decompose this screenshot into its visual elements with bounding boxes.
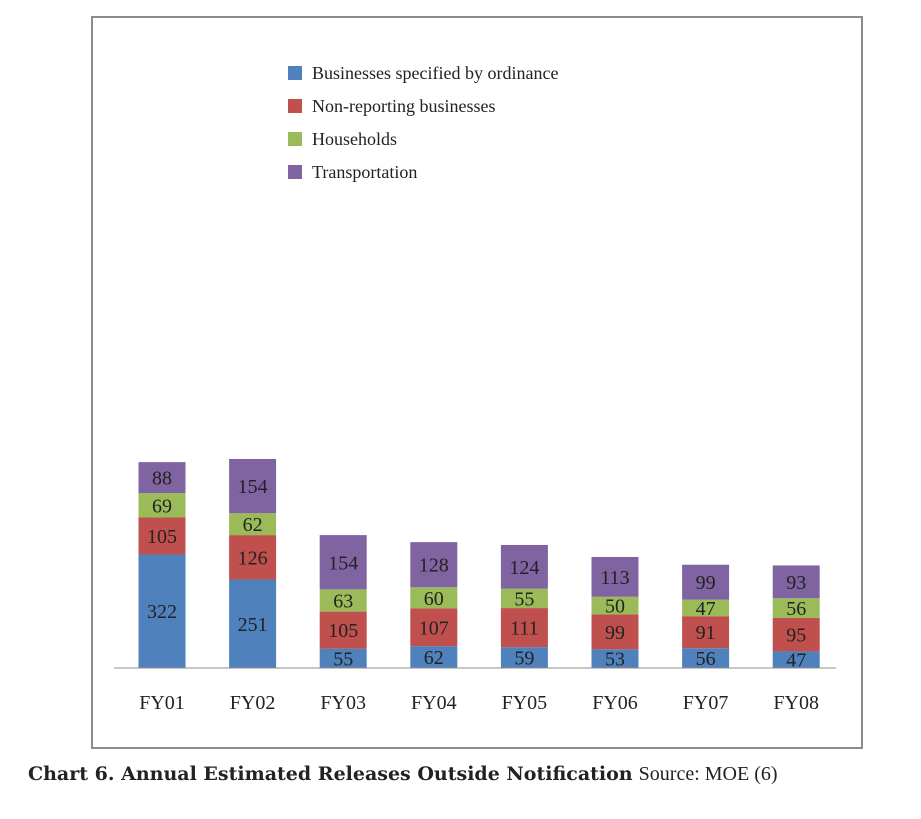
data-label: 63 <box>333 590 353 612</box>
data-label: 107 <box>419 617 449 639</box>
data-label: 111 <box>510 618 539 640</box>
data-label: 95 <box>786 625 806 647</box>
legend-swatch <box>288 99 302 113</box>
bar-segment <box>229 458 277 514</box>
bar-segment <box>410 542 458 588</box>
data-label: 47 <box>696 598 716 620</box>
data-label: 124 <box>509 557 539 579</box>
data-label: 88 <box>152 468 172 490</box>
x-tick-label: FY04 <box>411 692 457 714</box>
bar-segment <box>591 596 639 615</box>
data-label: 322 <box>147 601 177 623</box>
legend-label: Households <box>312 129 397 149</box>
data-label: 251 <box>238 614 268 636</box>
data-label: 154 <box>328 552 358 574</box>
bar-segment <box>772 651 820 668</box>
bar-segment <box>500 647 548 668</box>
bar-segment <box>772 565 820 599</box>
data-label: 59 <box>514 648 534 670</box>
bar-segment <box>229 535 277 580</box>
data-label: 56 <box>786 598 806 620</box>
bar-segment <box>410 608 458 647</box>
x-tick-label: FY03 <box>320 692 366 714</box>
bar-segment <box>319 535 367 590</box>
bar-segment <box>229 513 277 536</box>
data-label: 55 <box>514 588 534 610</box>
bar-segment <box>772 617 820 652</box>
bar-segment <box>138 554 186 668</box>
data-label: 60 <box>424 588 444 610</box>
data-label: 47 <box>786 650 806 672</box>
legend-swatch <box>288 165 302 179</box>
data-label: 105 <box>328 620 358 642</box>
data-label: 113 <box>600 567 629 589</box>
x-tick-label: FY05 <box>502 692 548 714</box>
bar-segment <box>591 556 639 597</box>
x-tick-label: FY08 <box>773 692 819 714</box>
data-label: 154 <box>238 476 268 498</box>
bar-segment <box>410 587 458 609</box>
x-tick-label: FY02 <box>230 692 276 714</box>
data-label: 105 <box>147 526 177 548</box>
bar-segment <box>138 493 186 518</box>
bar-segment <box>591 614 639 650</box>
bar-segment <box>229 579 277 668</box>
bar-segment <box>138 462 186 494</box>
bar-segment <box>500 588 548 609</box>
x-tick-label: FY01 <box>139 692 185 714</box>
data-label: 99 <box>605 622 625 644</box>
x-tick-label: FY06 <box>592 692 638 714</box>
data-label: 62 <box>243 514 263 536</box>
bar-segment <box>500 608 548 648</box>
legend-label: Non-reporting businesses <box>312 96 495 116</box>
bar-segment <box>682 599 730 617</box>
bar-segment <box>319 611 367 649</box>
bar-segment <box>319 589 367 612</box>
data-label: 99 <box>696 572 716 594</box>
legend-swatch <box>288 132 302 146</box>
legend-label: Transportation <box>312 162 417 182</box>
data-label: 91 <box>696 622 716 644</box>
data-label: 56 <box>696 648 716 670</box>
stacked-bar-chart: Businesses specified by ordinance Non-rep… <box>114 63 836 714</box>
data-label: 126 <box>238 547 268 569</box>
data-label: 93 <box>786 572 806 594</box>
data-label: 53 <box>605 649 625 671</box>
bar-segment <box>682 616 730 649</box>
bar-segment <box>138 517 186 555</box>
bar-segment <box>682 564 730 600</box>
chart-caption-title: Chart 6. Annual Estimated Releases Outsi… <box>28 763 633 785</box>
legend-label: Businesses specified by ordinance <box>312 63 558 83</box>
data-label: 55 <box>333 648 353 670</box>
chart-frame <box>91 16 863 749</box>
chart-caption-source: Source: MOE (6) <box>638 763 778 785</box>
bar-segment <box>319 648 367 668</box>
bar-segment <box>500 544 548 589</box>
data-label: 128 <box>419 555 449 577</box>
bar-segment <box>591 649 639 668</box>
bar-segment <box>772 598 820 618</box>
data-label: 69 <box>152 495 172 517</box>
data-label: 62 <box>424 647 444 669</box>
x-tick-label: FY07 <box>683 692 729 714</box>
bar-segment <box>410 646 458 668</box>
data-label: 50 <box>605 596 625 618</box>
chart-caption: Chart 6. Annual Estimated Releases Outsi… <box>28 763 778 786</box>
bar-segment <box>682 648 730 668</box>
legend-swatch <box>288 66 302 80</box>
